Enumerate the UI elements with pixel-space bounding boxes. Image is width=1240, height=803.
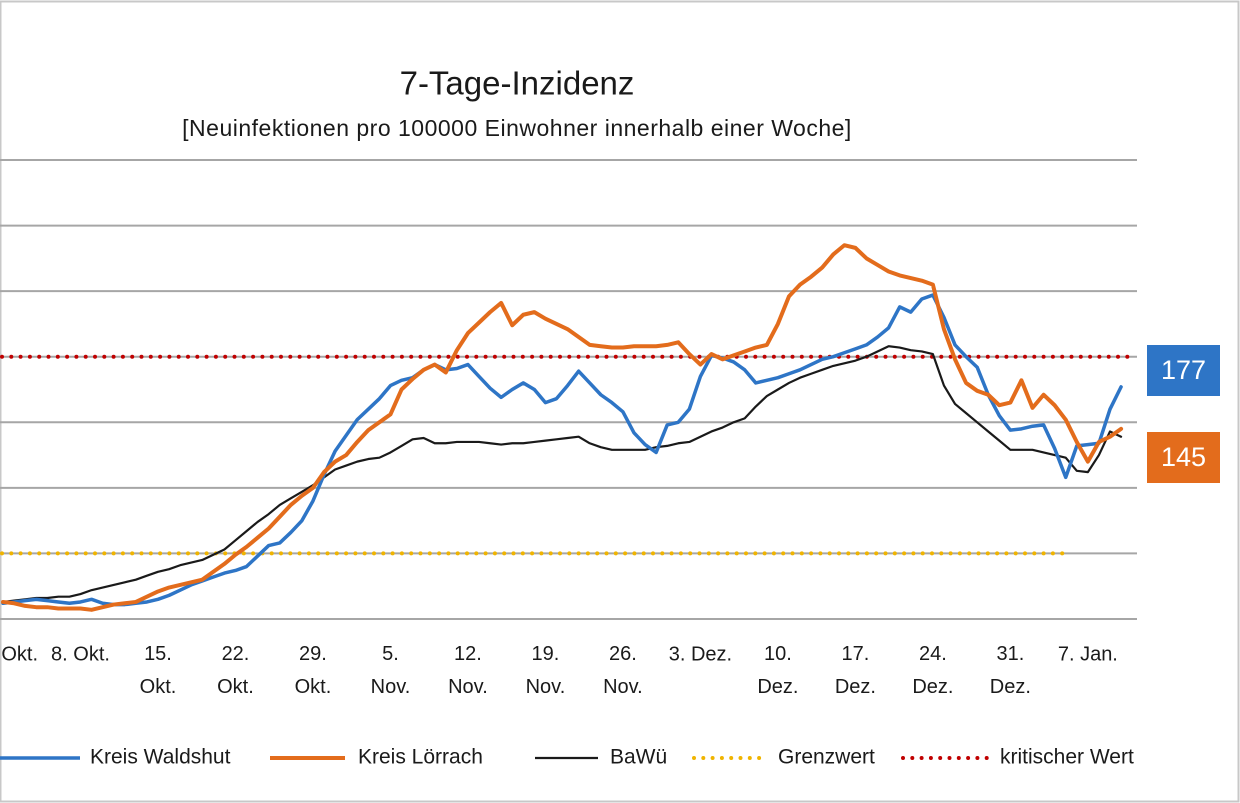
- end-label: 177: [1161, 355, 1206, 385]
- end-label-box: [1147, 345, 1220, 396]
- x-tick-label: 7. Jan.: [1058, 643, 1118, 665]
- x-tick-label: 10. Dez.: [757, 643, 798, 698]
- x-tick-label: 12. Nov.: [448, 643, 488, 698]
- series-line: [1, 345, 1123, 604]
- legend-label: Kreis Lörrach: [358, 746, 483, 769]
- x-tick-label: 3. Dez.: [669, 643, 732, 665]
- x-tick-label: Okt.: [1, 643, 38, 665]
- x-tick-label: 19. Nov.: [526, 643, 566, 698]
- legend-label: kritischer Wert: [1000, 746, 1134, 769]
- x-tick-label: 17. Dez.: [835, 643, 876, 698]
- x-tick-label: 31. Dez.: [990, 643, 1031, 698]
- x-tick-label: 5. Nov.: [371, 643, 411, 698]
- series-line: [1, 293, 1123, 607]
- end-label-box: [1147, 432, 1220, 483]
- chart-title: 7-Tage-Inzidenz: [400, 65, 635, 102]
- x-tick-label: 22. Okt.: [217, 643, 254, 698]
- x-tick-label: 8. Okt.: [51, 643, 110, 665]
- legend-label: Kreis Waldshut: [90, 746, 231, 769]
- x-tick-label: 26. Nov.: [603, 643, 643, 698]
- legend-label: BaWü: [610, 746, 667, 769]
- end-label: 145: [1161, 442, 1206, 472]
- series-line: [1, 243, 1124, 612]
- x-tick-label: 24. Dez.: [912, 643, 953, 698]
- x-tick-label: 29. Okt.: [295, 643, 332, 698]
- legend-label: Grenzwert: [778, 746, 875, 769]
- x-tick-label: 15. Okt.: [140, 643, 177, 698]
- chart-subtitle: [Neuinfektionen pro 100000 Einwohner inn…: [182, 115, 852, 141]
